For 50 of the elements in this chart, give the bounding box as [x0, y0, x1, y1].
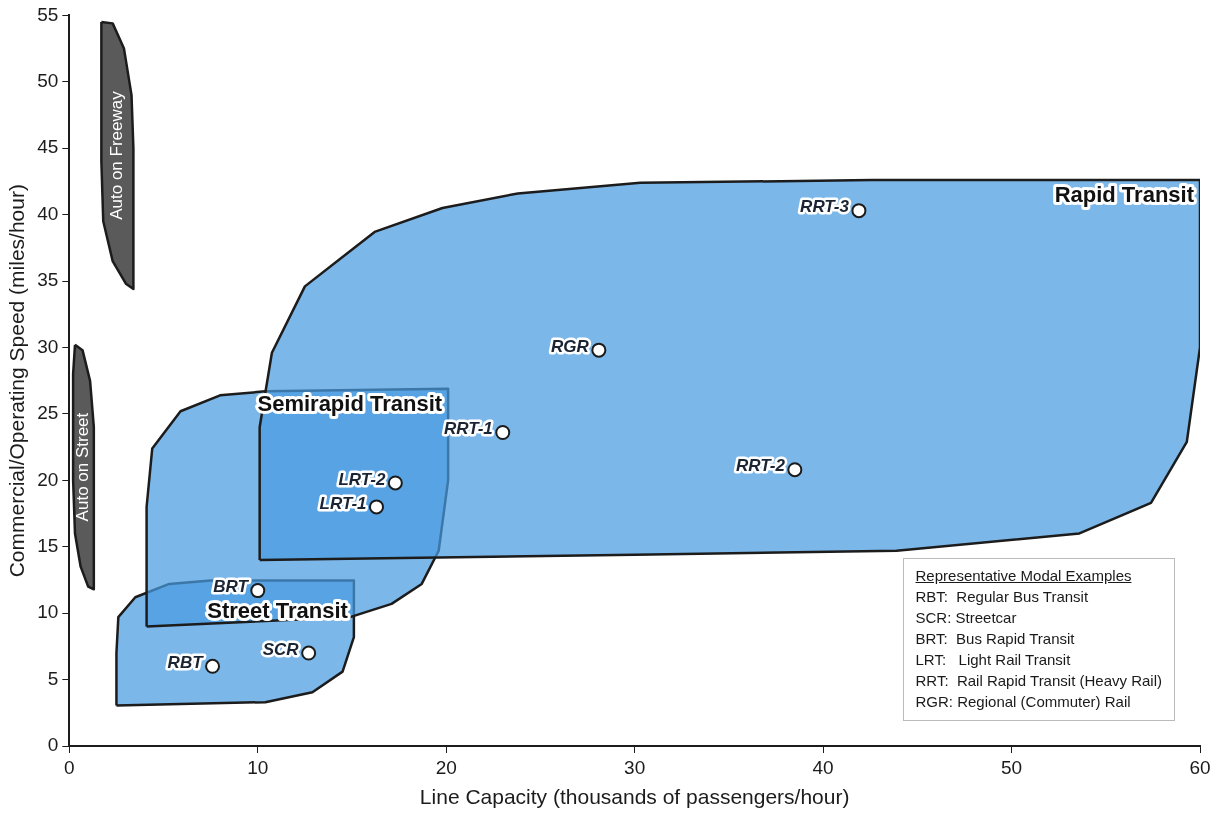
- annotation: LRT: Light Rail Transit: [915, 650, 1072, 670]
- series-label: Auto on Street: [73, 412, 93, 522]
- point: [591, 342, 607, 358]
- series-label: LRT-1: [319, 493, 367, 513]
- y-tick-label: 5: [47, 667, 59, 689]
- y-tick-label: 40: [37, 202, 59, 224]
- series-label: RGR: [551, 336, 590, 356]
- series-label: Street Transit: [207, 597, 349, 623]
- series-label: RRT-1: [443, 419, 493, 439]
- annotation: RBT: Regular Bus Transit: [915, 587, 1090, 607]
- y-tick-label: 25: [37, 402, 59, 424]
- y-tick-label: 55: [37, 3, 59, 25]
- x-tick-label: 0: [64, 756, 75, 778]
- annotation: BRT: Bus Rapid Transit: [915, 629, 1076, 649]
- y-tick-label: 0: [47, 734, 59, 756]
- x-tick-label: 20: [435, 756, 457, 778]
- y-tick-label: 20: [37, 468, 59, 490]
- point: [851, 203, 867, 219]
- annotation: SCR: Streetcar: [915, 608, 1018, 628]
- point: [787, 462, 803, 478]
- y-tick-label: 15: [37, 534, 59, 556]
- series-label: BRT: [213, 577, 250, 597]
- y-tick-label: 35: [37, 269, 59, 291]
- y-tick-label: 30: [37, 335, 59, 357]
- point: [387, 475, 403, 491]
- series-label: Rapid Transit: [1054, 182, 1195, 208]
- annotation: RGR: Regional (Commuter) Rail: [915, 692, 1132, 712]
- series-label: SCR: [262, 639, 300, 659]
- y-axis-title: Commercial/Operating Speed (miles/hour): [5, 184, 29, 578]
- y-tick-label: 45: [37, 136, 59, 158]
- point: [250, 583, 266, 599]
- series-label: RBT: [167, 652, 205, 672]
- x-tick-label: 30: [624, 756, 646, 778]
- point: [369, 499, 384, 515]
- y-tick-label: 50: [37, 70, 59, 92]
- series-label: RRT-3: [800, 197, 850, 217]
- y-tick-label: 10: [37, 601, 59, 623]
- x-tick-label: 40: [812, 756, 834, 778]
- x-tick-label: 60: [1189, 756, 1211, 778]
- series-label: LRT-2: [338, 469, 386, 489]
- annotation: Representative Modal Examples: [915, 566, 1133, 586]
- x-axis-title: Line Capacity (thousands of passengers/hour): [419, 785, 850, 809]
- x-tick-label: 10: [247, 756, 269, 778]
- series-label: Auto on Freeway: [107, 90, 127, 220]
- x-tick-label: 50: [1000, 756, 1023, 778]
- series-label: RRT-2: [736, 456, 786, 476]
- point: [205, 658, 221, 674]
- point: [301, 645, 317, 661]
- point: [495, 425, 511, 441]
- annotation: RRT: Rail Rapid Transit (Heavy Rail): [915, 671, 1162, 691]
